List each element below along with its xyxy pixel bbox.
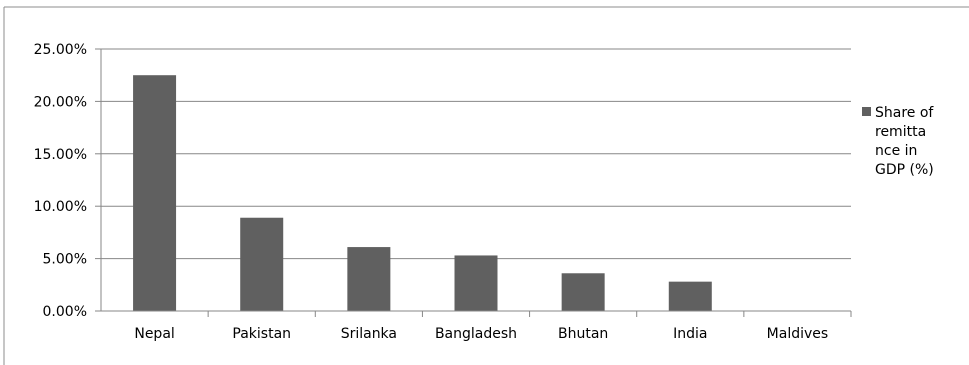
- legend-line-4: GDP (%): [875, 162, 934, 178]
- legend: Share of remitta nce in GDP (%): [862, 105, 934, 178]
- bar-pakistan: [240, 217, 284, 311]
- x-tick-label: Maldives: [767, 326, 829, 342]
- y-tick-label: 20.00%: [34, 94, 87, 110]
- x-tick-label: Pakistan: [232, 326, 291, 342]
- y-tick-label: 0.00%: [43, 304, 87, 320]
- bar-nepal: [133, 75, 177, 311]
- legend-line-2: remitta: [875, 124, 926, 140]
- gridlines: [101, 48, 851, 260]
- bars: [133, 75, 712, 311]
- x-tick-label: Bhutan: [558, 326, 608, 342]
- y-tick-label: 25.00%: [34, 42, 87, 58]
- bar-india: [668, 281, 712, 311]
- axes: [95, 48, 852, 317]
- y-tick-label: 15.00%: [34, 147, 87, 163]
- x-tick-label: Nepal: [134, 326, 174, 342]
- x-tick-label: Bangladesh: [435, 326, 517, 342]
- bar-bangladesh: [454, 255, 498, 311]
- y-tick-label: 10.00%: [34, 199, 87, 215]
- y-tick-labels: 0.00% 5.00% 10.00% 15.00% 20.00% 25.00%: [34, 42, 87, 320]
- legend-line-1: Share of: [875, 105, 934, 121]
- x-tick-label: Srilanka: [341, 326, 397, 342]
- bar-srilanka: [347, 247, 391, 311]
- legend-line-3: nce in: [875, 143, 917, 159]
- y-tick-label: 5.00%: [43, 252, 87, 268]
- x-tick-labels: Nepal Pakistan Srilanka Bangladesh Bhutan Ind…: [134, 326, 828, 342]
- bar-bhutan: [561, 273, 605, 311]
- legend-swatch: [862, 107, 871, 116]
- x-tick-label: India: [673, 326, 707, 342]
